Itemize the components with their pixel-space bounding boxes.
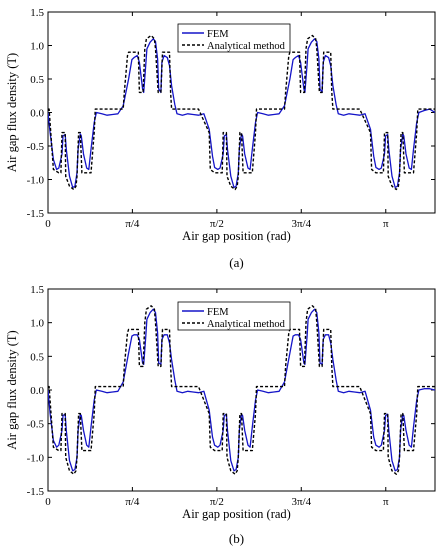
x-tick-label: 0 — [45, 496, 51, 508]
legend-box — [177, 301, 291, 331]
legend-label: FEM — [207, 29, 229, 40]
panel-caption: (b) — [229, 531, 244, 546]
chart-panel-b: -1.5 -1.0 -0.5 0.0 0.5 1.0 1.5 0 π/4 π/2 3π/4 π Air … — [5, 284, 436, 546]
y-tick-label: 0.5 — [30, 351, 44, 363]
x-tick-label: π/4 — [125, 496, 140, 508]
legend-label: FEM — [207, 307, 229, 318]
panel-caption: (a) — [229, 255, 243, 270]
y-tick-label: -1.5 — [27, 208, 45, 220]
x-tick-label: π/4 — [125, 218, 140, 230]
y-tick-label: 1.5 — [30, 7, 44, 19]
x-tick-label: 3π/4 — [291, 496, 311, 508]
legend-box — [177, 23, 291, 53]
y-tick-label: -0.5 — [27, 141, 45, 153]
y-tick-label: -1.0 — [27, 175, 45, 187]
analytical-series-line — [48, 305, 435, 475]
legend-label: Analytical method — [207, 319, 286, 330]
chart-panel-a: -1.5 -1.0 -0.5 0.0 0.5 1.0 1.5 0 π/4 π/2 3π/4 π Air … — [5, 7, 436, 270]
y-tick-label: -1.5 — [27, 486, 45, 498]
y-tick-label: 0.0 — [30, 108, 44, 120]
y-tick-label: -0.5 — [27, 419, 45, 431]
x-axis-label: Air gap position (rad) — [182, 229, 291, 243]
x-tick-label: π/2 — [210, 218, 224, 230]
x-tick-label: 3π/4 — [291, 218, 311, 230]
analytical-series-line — [48, 34, 435, 191]
y-tick-label: 0.5 — [30, 74, 44, 86]
y-tick-label: 1.0 — [30, 41, 44, 53]
x-tick-label: π — [383, 218, 389, 230]
y-tick-label: 1.5 — [30, 284, 44, 296]
y-tick-label: 1.0 — [30, 318, 44, 330]
y-axis-label: Air gap flux density (T) — [5, 53, 19, 172]
y-axis-label: Air gap flux density (T) — [5, 330, 19, 449]
x-tick-label: 0 — [45, 218, 51, 230]
x-tick-label: π/2 — [210, 496, 224, 508]
x-axis-label: Air gap position (rad) — [182, 507, 291, 521]
y-tick-label: 0.0 — [30, 385, 44, 397]
legend-label: Analytical method — [207, 41, 286, 52]
y-tick-label: -1.0 — [27, 452, 45, 464]
x-tick-label: π — [383, 496, 389, 508]
